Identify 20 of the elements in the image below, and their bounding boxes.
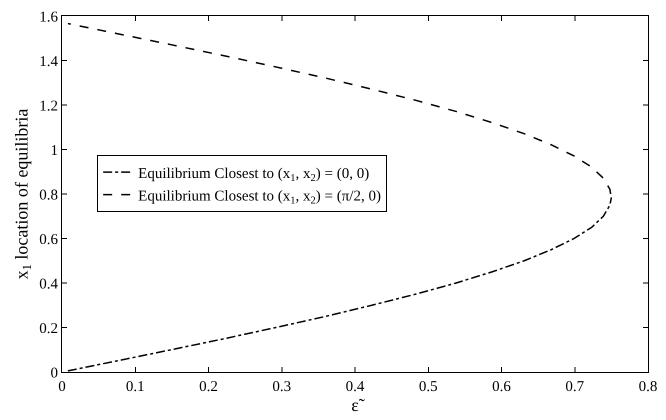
y-tick-label: 1.6 <box>39 9 58 26</box>
legend-label: Equilibrium Closest to (x$_{1}$, x$_{2}$) = (π/2, 0) <box>138 188 381 207</box>
x-tick-label: 0.6 <box>492 379 512 395</box>
legend-label: Equilibrium Closest to (x$_{1}$, x$_{2}$) = (0, 0) <box>138 166 370 184</box>
x-tick-label: 0.5 <box>418 379 438 395</box>
y-tick-label: 0.6 <box>39 232 58 248</box>
y-tick-label: 0.4 <box>39 276 58 292</box>
y-tick-label: 1 <box>50 142 58 159</box>
y-tick-label: 1.2 <box>39 98 58 114</box>
x-tick-label: 0.8 <box>638 379 658 395</box>
y-tick-label: 0.8 <box>39 187 58 204</box>
y-tick-label: 0.2 <box>39 320 58 337</box>
y-tick-label: 1.4 <box>39 54 58 70</box>
x-tick-label: 0.7 <box>565 379 585 395</box>
x-tick-label: 0.2 <box>199 379 218 395</box>
x-tick-label: 0.4 <box>346 379 365 395</box>
x-tick-label: 0.3 <box>272 379 292 395</box>
x-axis-title: ε̃ <box>351 395 365 415</box>
x-tick-label: 0.1 <box>126 379 145 395</box>
y-tick-label: 0 <box>50 365 58 382</box>
